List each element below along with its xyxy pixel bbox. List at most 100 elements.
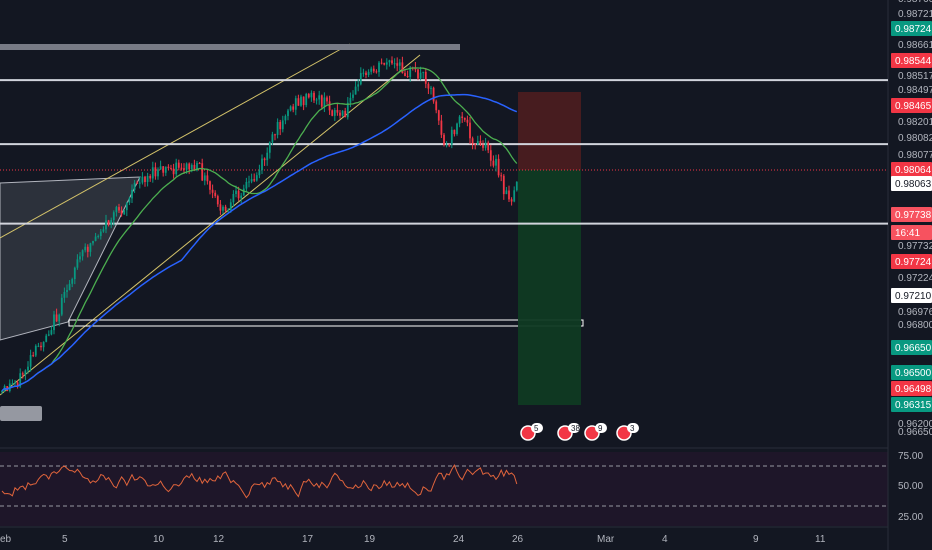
price-label-badge[interactable]: [891, 207, 932, 222]
ma-slow-line: [1, 93, 518, 392]
price-tick-label: 0.98082: [898, 133, 932, 144]
price-label-text: 0.96500: [895, 368, 932, 379]
candle-body: [242, 188, 245, 196]
price-label-badge[interactable]: [891, 254, 932, 269]
candle-body: [224, 206, 227, 211]
candle-body: [50, 330, 53, 335]
time-tick-label[interactable]: 4: [662, 534, 668, 545]
price-label-badge[interactable]: [891, 98, 932, 113]
time-tick-label[interactable]: 26: [512, 534, 524, 545]
candle-body: [495, 158, 497, 166]
price-axis[interactable]: 0.98721 0.98661 0.98517 0.98497 0.98201 0.980…: [891, 0, 932, 438]
candle-body: [307, 94, 310, 98]
time-tick-label[interactable]: 10: [153, 534, 165, 545]
price-label-badge[interactable]: [891, 162, 932, 177]
event-badge[interactable]: 5: [520, 423, 543, 441]
candle-body: [16, 382, 19, 387]
candle-body: [40, 345, 42, 348]
candle-body: [404, 73, 406, 76]
time-tick-label[interactable]: 24: [453, 534, 465, 545]
candle-body: [328, 101, 331, 111]
time-tick-label[interactable]: 19: [364, 534, 376, 545]
price-label-badge[interactable]: [891, 176, 932, 191]
price-label-text: 0.98544: [895, 56, 932, 67]
event-badge[interactable]: 9: [584, 423, 607, 441]
candle-body: [188, 163, 191, 170]
time-tick-label[interactable]: Mar: [597, 534, 615, 545]
candle-body: [107, 220, 110, 225]
support-zone-bar[interactable]: [0, 406, 42, 421]
channel-upper-line[interactable]: [0, 43, 351, 239]
candle-body: [97, 236, 100, 238]
candle-body: [456, 123, 458, 135]
candle-body: [258, 170, 261, 176]
price-label-badge[interactable]: [891, 381, 932, 396]
event-badges[interactable]: 5 38 9 3: [520, 423, 639, 441]
candle-body: [151, 167, 154, 179]
candle-body: [388, 60, 391, 63]
candle-body: [190, 164, 193, 170]
price-label-text: 0.97724: [895, 257, 932, 268]
rsi-line: [1, 463, 518, 499]
time-tick-label[interactable]: 5: [62, 534, 68, 545]
price-tick-label: 0.96650: [898, 427, 932, 438]
candle-body: [27, 366, 29, 371]
candle-body: [170, 168, 172, 170]
candle-body: [146, 175, 149, 182]
candle-body: [266, 152, 269, 161]
drawings-layer[interactable]: [0, 43, 584, 421]
short-position-stop-zone[interactable]: [518, 92, 581, 170]
candle-body: [471, 138, 474, 144]
price-label-badge[interactable]: [891, 288, 932, 303]
candle-body: [323, 97, 326, 107]
candle-body: [359, 73, 362, 85]
time-tick-label[interactable]: 17: [302, 534, 314, 545]
price-label-badge[interactable]: [891, 365, 932, 380]
event-count-label: 3: [630, 424, 635, 433]
rsi-tick-label: 75.00: [898, 451, 923, 462]
price-tick-label: 0.98760: [898, 0, 932, 5]
resistance-zone-bar[interactable]: [0, 44, 460, 50]
candle-body: [102, 229, 105, 232]
candle-body: [378, 62, 380, 73]
event-badge[interactable]: 38: [557, 423, 580, 441]
time-tick-label[interactable]: eb: [0, 534, 12, 545]
time-axis[interactable]: eb 5 10 12 17 19 24 26 Mar 4 9 11: [0, 534, 826, 545]
candle-body: [430, 87, 432, 89]
candle-body: [268, 142, 271, 153]
event-count-label: 9: [598, 424, 603, 433]
candle-body: [513, 190, 516, 202]
channel-lower-line[interactable]: [0, 54, 421, 396]
candle-body: [510, 199, 513, 202]
time-tick-label[interactable]: 9: [753, 534, 759, 545]
price-label-badge[interactable]: [891, 340, 932, 355]
candle-body: [92, 240, 94, 244]
candle-body: [144, 176, 146, 182]
candle-body: [289, 106, 292, 111]
candle-body: [58, 314, 61, 322]
candle-body: [222, 206, 224, 211]
triangle-pattern[interactable]: [0, 176, 141, 341]
candle-body: [362, 72, 365, 74]
price-label-badge[interactable]: [891, 225, 932, 240]
demand-zone-rect[interactable]: [68, 319, 584, 327]
price-label-badge[interactable]: [891, 53, 932, 68]
time-tick-label[interactable]: 11: [815, 534, 826, 545]
price-label-text: 0.98465: [895, 101, 932, 112]
candle-body: [489, 150, 492, 161]
candle-body: [53, 314, 55, 331]
price-label-badge[interactable]: [891, 397, 932, 412]
price-label-text: 0.96315: [895, 400, 932, 411]
candle-body: [180, 167, 183, 169]
candle-body: [219, 204, 222, 211]
event-badge[interactable]: 3: [616, 423, 639, 441]
candle-body: [440, 120, 443, 135]
price-label-badge[interactable]: [891, 21, 932, 36]
candle-body: [253, 179, 256, 181]
candle-body: [414, 67, 417, 70]
short-position-target-zone[interactable]: [518, 170, 581, 405]
time-tick-label[interactable]: 12: [213, 534, 225, 545]
candle-body: [375, 71, 378, 73]
price-tick-label: 0.96800: [898, 320, 932, 331]
